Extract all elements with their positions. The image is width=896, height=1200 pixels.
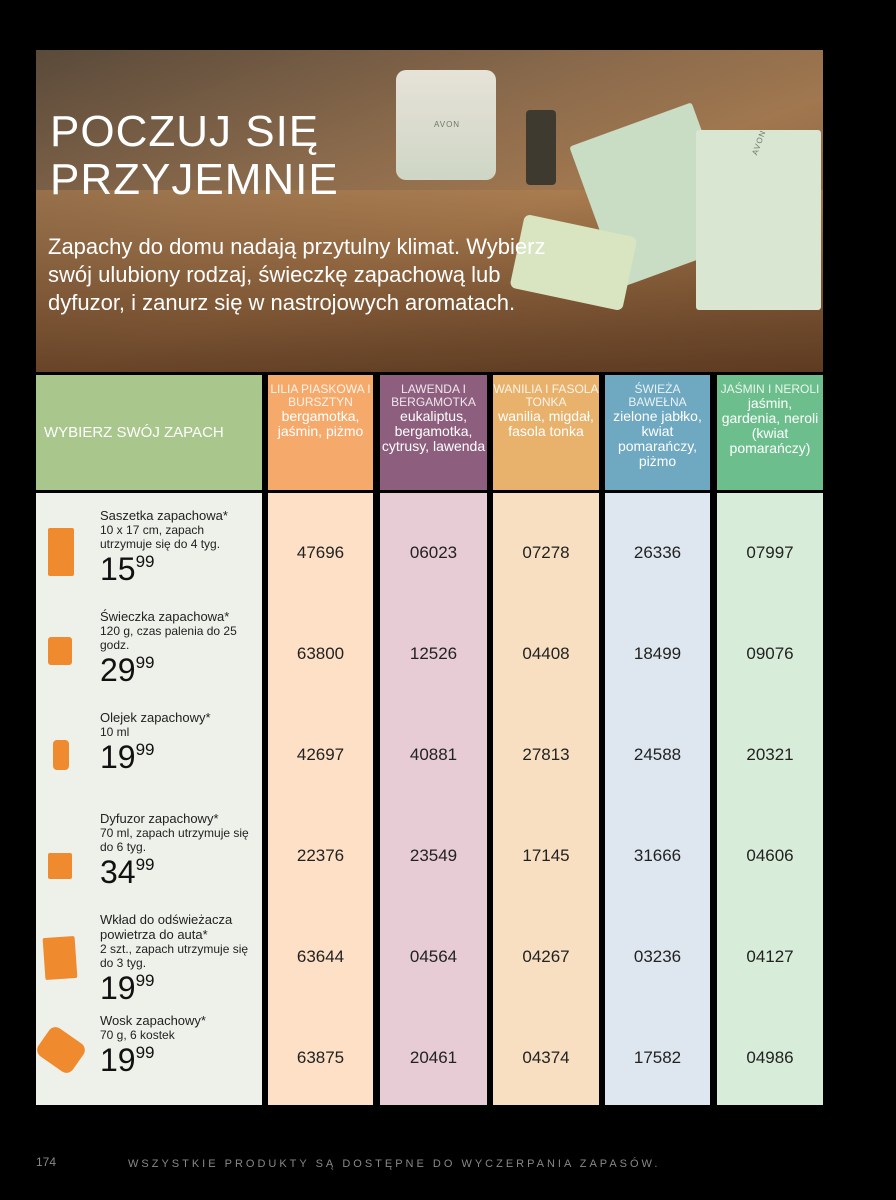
product-code: 24588 [633, 745, 682, 764]
product-name: Olejek zapachowy* [100, 710, 211, 725]
choose-scent-header: WYBIERZ SWÓJ ZAPACH [36, 375, 262, 490]
product-code: 04986 [746, 1048, 794, 1067]
product-price: 1599 [100, 551, 155, 587]
scent-name: ŚWIEŻA BAWEŁNA [628, 382, 687, 409]
product-code: 18499 [633, 644, 682, 663]
candle-photo: AVON [396, 70, 496, 180]
product-price: 2999 [100, 652, 155, 688]
product-code: 20461 [409, 1048, 458, 1067]
product-code: 40881 [409, 745, 458, 764]
product-code: 17582 [633, 1048, 682, 1067]
scent-column: 07997 09076 20321 04606 04127 04986 [717, 493, 823, 1105]
product-code: 04606 [746, 846, 794, 865]
product-desc: 10 ml [100, 725, 130, 739]
product-code: 63875 [296, 1048, 345, 1067]
product-code: 07278 [522, 543, 570, 562]
sachet-brand-label: AVON [750, 128, 768, 157]
scent-column: 06023 12526 40881 23549 04564 20461 [380, 493, 487, 1105]
product-desc: 70 ml, zapach utrzymuje się do 6 tyg. [100, 826, 249, 854]
product-code: 12526 [409, 644, 458, 663]
product-code: 26336 [633, 543, 682, 562]
product-code: 03236 [633, 947, 682, 966]
product-code: 04564 [409, 947, 458, 966]
product-row: Saszetka zapachowa* 10 x 17 cm, zapach u… [36, 498, 262, 599]
car-refill-icon [42, 935, 78, 981]
product-price: 1999 [100, 970, 155, 1006]
scent-header: ŚWIEŻA BAWEŁNA zielone jabłko, kwiat poma… [605, 375, 710, 490]
product-code: 20321 [746, 745, 794, 764]
scent-name: LILIA PIASKOWA I BURSZTYN [270, 382, 371, 409]
scent-name: LAWENDA I BERGAMOTKA [391, 382, 476, 409]
product-row: Wosk zapachowy* 70 g, 6 kostek 1999 [34, 1003, 262, 1104]
product-code: 17145 [522, 846, 570, 865]
product-code: 04127 [746, 947, 794, 966]
hero-banner: AVON AVON POCZUJ SIĘ PRZYJEMNIE Zapachy d… [36, 50, 823, 372]
product-code: 63644 [296, 947, 345, 966]
product-row: Wkład do odświeżacza powietrza do auta* … [36, 902, 262, 1006]
candle-icon [48, 637, 72, 665]
product-code: 23549 [409, 846, 458, 865]
product-desc: 70 g, 6 kostek [100, 1028, 175, 1042]
product-code: 04267 [522, 947, 570, 966]
product-price: 3499 [100, 854, 155, 890]
scent-notes: zielone jabłko, kwiat pomarańczy, piżmo [613, 408, 702, 469]
product-list: Saszetka zapachowa* 10 x 17 cm, zapach u… [34, 493, 262, 1105]
product-name: Świeczka zapachowa* [100, 609, 230, 624]
scent-column: 26336 18499 24588 31666 03236 17582 [605, 493, 710, 1105]
scent-notes: bergamotka, jaśmin, piżmo [277, 408, 364, 439]
product-code: 06023 [409, 543, 458, 562]
product-price: 1999 [100, 1042, 155, 1078]
scent-column: 47696 63800 42697 22376 63644 63875 [268, 493, 373, 1105]
scent-header: LAWENDA I BERGAMOTKA eukaliptus, bergamot… [380, 375, 487, 490]
scent-header: JAŚMIN I NEROLI jaśmin, gardenia, neroli … [717, 375, 823, 490]
product-code: 27813 [522, 745, 570, 764]
product-price: 1999 [100, 739, 155, 775]
oil-bottle-icon [53, 740, 69, 770]
oil-bottle-photo [526, 110, 556, 185]
sachet-photo: AVON [696, 128, 821, 310]
product-code: 47696 [296, 543, 345, 562]
candle-brand-label: AVON [434, 120, 461, 129]
product-desc: 10 x 17 cm, zapach utrzymuje się do 4 ty… [100, 523, 221, 551]
scent-name: WANILIA I FASOLA TONKA [493, 382, 599, 409]
scent-header: WANILIA I FASOLA TONKA wanilia, migdał, f… [493, 375, 599, 490]
product-code: 42697 [296, 745, 345, 764]
product-name: Wkład do odświeżacza powietrza do auta* [100, 912, 233, 942]
product-code: 09076 [746, 644, 794, 663]
product-row: Świeczka zapachowa* 120 g, czas palenia … [36, 599, 262, 700]
product-name: Saszetka zapachowa* [100, 508, 228, 523]
scent-notes: wanilia, migdał, fasola tonka [498, 408, 594, 439]
product-desc: 120 g, czas palenia do 25 godz. [100, 624, 237, 652]
scent-header: LILIA PIASKOWA I BURSZTYN bergamotka, jaś… [268, 375, 373, 490]
product-row: Dyfuzor zapachowy* 70 ml, zapach utrzymu… [36, 801, 262, 902]
page-title: POCZUJ SIĘ PRZYJEMNIE [50, 107, 339, 204]
product-code: 63800 [296, 644, 345, 663]
product-code: 07997 [746, 543, 794, 562]
scent-column: 07278 04408 27813 17145 04267 04374 [493, 493, 599, 1105]
footer: 174 WSZYSTKIE PRODUKTY SĄ DOSTĘPNE DO WY… [36, 1155, 657, 1170]
product-row: Olejek zapachowy* 10 ml 1999 [36, 700, 262, 801]
product-name: Dyfuzor zapachowy* [100, 811, 219, 826]
sachet-icon [48, 528, 74, 576]
diffuser-icon [48, 853, 72, 879]
product-desc: 2 szt., zapach utrzymuje się do 3 tyg. [100, 942, 249, 970]
product-code: 04374 [522, 1048, 570, 1067]
page-number: 174 [36, 1155, 57, 1169]
wax-melt-icon [34, 1024, 88, 1076]
product-name: Wosk zapachowy* [100, 1013, 206, 1028]
product-code: 31666 [633, 846, 682, 865]
hero-subtitle: Zapachy do domu nadają przytulny klimat.… [48, 234, 546, 315]
scent-name: JAŚMIN I NEROLI [720, 382, 820, 396]
scent-notes: eukaliptus, bergamotka, cytrusy, lawenda [381, 408, 486, 454]
product-code: 22376 [296, 846, 345, 865]
scent-notes: jaśmin, gardenia, neroli (kwiat pomarańc… [721, 395, 819, 456]
product-code: 04408 [522, 644, 570, 663]
stock-note: WSZYSTKIE PRODUKTY SĄ DOSTĘPNE DO WYCZER… [128, 1158, 661, 1170]
